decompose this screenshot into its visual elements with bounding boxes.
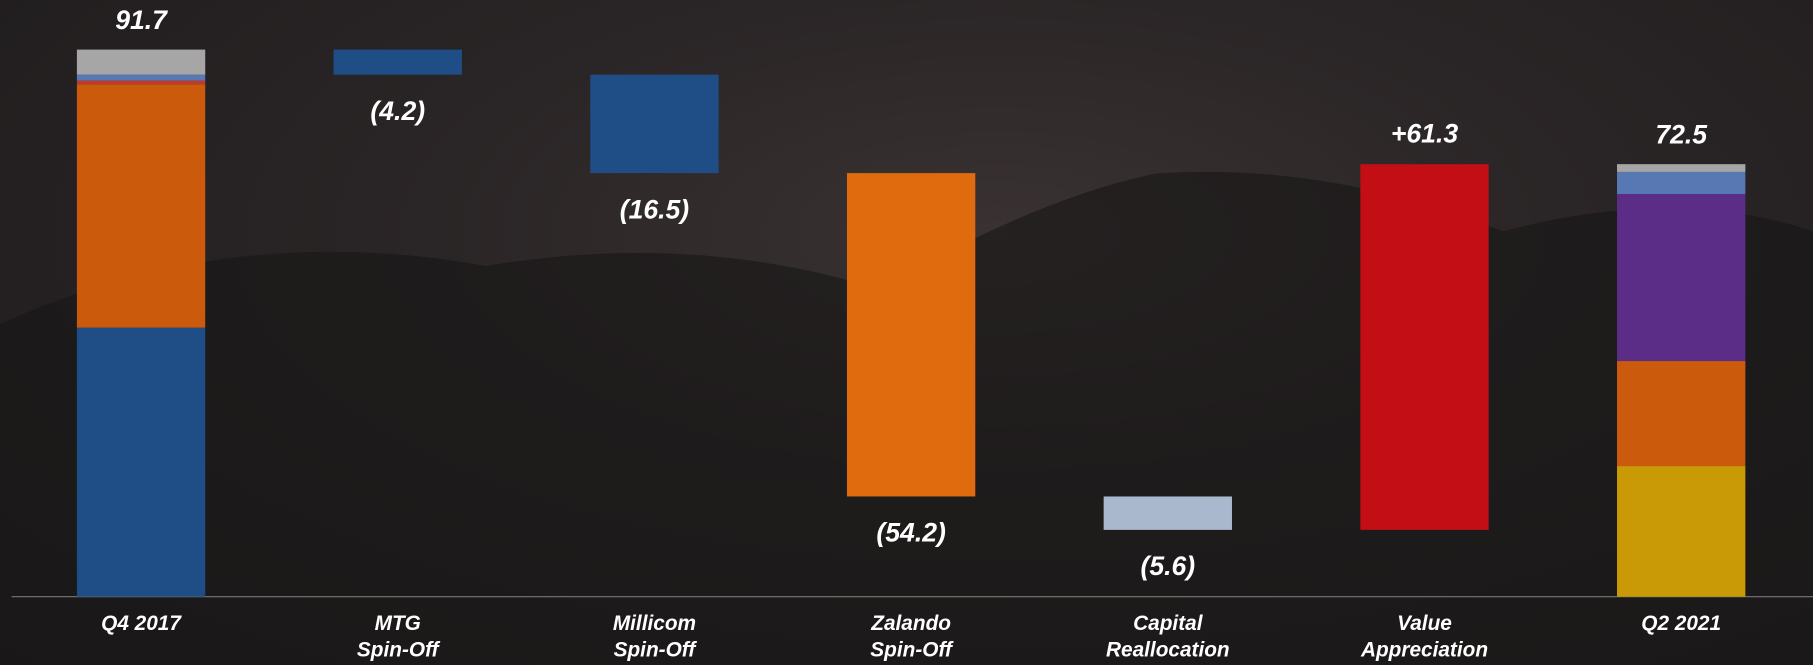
step-bar bbox=[1360, 164, 1488, 530]
step-bar bbox=[847, 173, 975, 496]
value-label: (5.6) bbox=[1140, 551, 1195, 581]
step-bar bbox=[334, 50, 462, 75]
category-label: MTG bbox=[375, 612, 421, 635]
value-label: (4.2) bbox=[370, 96, 425, 126]
category-label: Spin-Off bbox=[614, 639, 698, 662]
step-bar bbox=[1104, 496, 1232, 529]
step-bar bbox=[590, 75, 718, 173]
stack-segment bbox=[1617, 194, 1745, 361]
stack-segment bbox=[77, 50, 205, 75]
stack-segment bbox=[77, 84, 205, 327]
value-label: 91.7 bbox=[115, 5, 168, 35]
stack-segment bbox=[1617, 361, 1745, 466]
page: Q4 2017 91.7 MTG Spin-Off (4.2) Millicom Spin-… bbox=[0, 0, 1813, 665]
category-label: Zalando bbox=[870, 612, 951, 635]
chart: Q4 2017 91.7 MTG Spin-Off (4.2) Millicom Spin-… bbox=[0, 0, 1813, 665]
value-label: (16.5) bbox=[620, 194, 690, 224]
category-label: Millicom bbox=[613, 612, 696, 635]
stack-segment bbox=[77, 328, 205, 597]
stack-segment bbox=[1617, 172, 1745, 194]
value-label: 72.5 bbox=[1655, 119, 1708, 149]
category-label: Reallocation bbox=[1106, 639, 1230, 662]
category-label: Q4 2017 bbox=[101, 612, 182, 635]
stack-segment bbox=[77, 81, 205, 85]
category-label: Appreciation bbox=[1360, 639, 1488, 662]
value-label: (54.2) bbox=[876, 518, 946, 548]
stack-segment bbox=[77, 75, 205, 81]
value-label: +61.3 bbox=[1391, 118, 1458, 148]
category-label: Value bbox=[1397, 612, 1452, 635]
category-label: Q2 2021 bbox=[1641, 612, 1721, 635]
stack-segment bbox=[1617, 466, 1745, 597]
category-label: Spin-Off bbox=[870, 639, 954, 662]
category-label: Spin-Off bbox=[357, 639, 441, 662]
stack-segment bbox=[1617, 164, 1745, 172]
category-label: Capital bbox=[1133, 612, 1204, 635]
